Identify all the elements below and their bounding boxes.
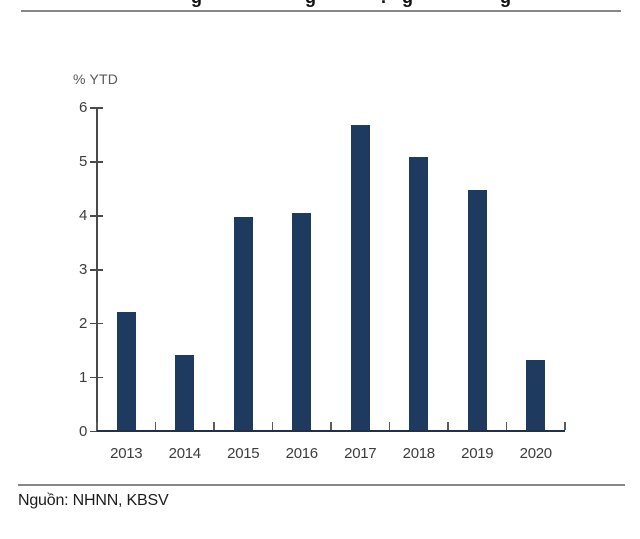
x-axis-tick xyxy=(564,422,566,430)
bottom-separator-line xyxy=(18,484,625,486)
y-axis-tick-label: 5 xyxy=(78,152,87,170)
y-axis-tick xyxy=(90,430,103,433)
y-axis-tick xyxy=(90,161,103,163)
y-axis-tick xyxy=(90,107,103,109)
y-axis-tick-label: 0 xyxy=(78,422,87,440)
top-separator-line xyxy=(21,10,621,12)
clipped-title-glyph: g xyxy=(500,0,511,8)
x-axis-label-2013: 2013 xyxy=(110,444,143,462)
y-axis-tick-label: 3 xyxy=(78,260,87,278)
x-axis-tick xyxy=(213,422,215,430)
x-axis-label-2019: 2019 xyxy=(461,444,494,462)
y-axis-unit-label: % YTD xyxy=(73,71,119,87)
clipped-title-glyph: . xyxy=(381,0,386,8)
y-axis-tick xyxy=(90,269,103,271)
y-axis-tick-label: 1 xyxy=(78,368,87,386)
x-axis-tick xyxy=(330,422,332,430)
x-axis-tick xyxy=(154,422,157,430)
y-axis-tick-label: 6 xyxy=(78,99,87,116)
x-axis-label-2016: 2016 xyxy=(285,444,318,462)
x-axis-tick xyxy=(505,422,508,430)
bar-2017 xyxy=(350,125,370,431)
bar-2018 xyxy=(409,156,429,431)
clipped-chart-title: g g. g g xyxy=(0,0,640,9)
x-axis-tick xyxy=(447,422,449,430)
x-axis-label-2014: 2014 xyxy=(168,444,201,462)
bar-2016 xyxy=(292,212,312,431)
x-axis-tick xyxy=(388,422,391,430)
y-axis-tick xyxy=(90,322,103,325)
clipped-title-glyph: g xyxy=(191,0,202,8)
x-axis-label-2020: 2020 xyxy=(519,444,552,462)
bar-2015 xyxy=(233,217,253,431)
y-axis-tick-label: 2 xyxy=(78,314,87,332)
source-label: Nguồn: NHNN, KBSV xyxy=(18,492,169,509)
y-axis-tick xyxy=(90,215,103,217)
bar-2013 xyxy=(116,311,136,431)
x-axis-label-2018: 2018 xyxy=(402,444,435,462)
bar-2019 xyxy=(467,190,487,431)
y-axis-tick xyxy=(90,376,103,379)
x-axis-tick xyxy=(96,422,98,430)
bar-2014 xyxy=(175,354,195,431)
clipped-title-glyph: g xyxy=(305,0,316,8)
x-axis-line xyxy=(97,430,565,432)
x-axis-label-2017: 2017 xyxy=(344,444,377,462)
clipped-title-glyph: g xyxy=(402,0,413,8)
y-axis-tick-label: 4 xyxy=(78,206,87,224)
x-axis-tick xyxy=(271,422,274,430)
x-axis-label-2015: 2015 xyxy=(227,444,260,462)
bar-2020 xyxy=(526,360,546,431)
